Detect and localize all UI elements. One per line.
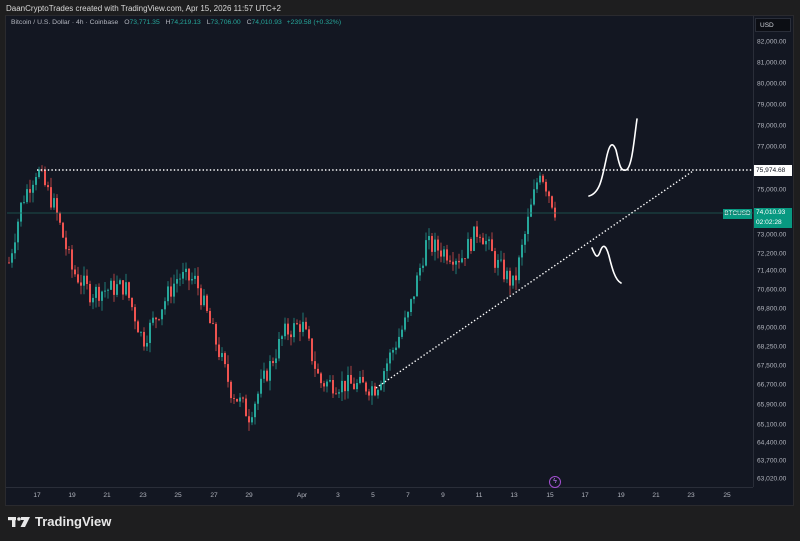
price-label: 75,000.00 xyxy=(757,186,787,194)
price-label: 64,400.00 xyxy=(757,439,787,447)
time-label: 21 xyxy=(103,492,111,499)
currency-button[interactable]: USD xyxy=(755,18,791,32)
price-label: 68,250.00 xyxy=(757,343,787,351)
price-label: 71,400.00 xyxy=(757,267,787,275)
close-value: 74,010.93 xyxy=(251,19,282,26)
time-label: 27 xyxy=(210,492,218,499)
price-label: 72,200.00 xyxy=(757,250,787,258)
current-price-tag: 74,010.93 02:02:28 xyxy=(754,208,792,228)
trendline xyxy=(375,170,694,389)
tradingview-logo-icon xyxy=(8,516,30,527)
chart-frame xyxy=(5,15,794,506)
price-label: 65,100.00 xyxy=(757,421,787,429)
time-label: 13 xyxy=(510,492,518,499)
time-label: 25 xyxy=(723,492,731,499)
price-label: 63,020.00 xyxy=(757,475,787,483)
resistance-price-tag: 75,974.68 xyxy=(754,165,792,176)
bar-countdown: 02:02:28 xyxy=(756,218,782,226)
price-axis[interactable] xyxy=(753,16,793,487)
price-label: 77,000.00 xyxy=(757,143,787,151)
low-value: 73,706.00 xyxy=(210,19,241,26)
price-label: 69,800.00 xyxy=(757,305,787,313)
change-value: +239.58 (+0.32%) xyxy=(286,19,342,26)
price-label: 70,600.00 xyxy=(757,286,787,294)
bearish-scenario-drawing xyxy=(591,245,622,284)
price-label: 73,000.00 xyxy=(757,231,787,239)
price-label: 65,900.00 xyxy=(757,401,787,409)
open-value: 73,771.35 xyxy=(129,19,160,26)
brand-name: TradingView xyxy=(35,514,112,529)
price-label: 80,000.00 xyxy=(757,80,787,88)
time-label: 19 xyxy=(617,492,625,499)
price-label: 67,500.00 xyxy=(757,362,787,370)
price-label: 78,000.00 xyxy=(757,122,787,130)
symbol-tag: BTCUSD xyxy=(723,209,752,219)
price-label: 63,700.00 xyxy=(757,457,787,465)
time-label: 11 xyxy=(475,492,483,499)
time-label: 21 xyxy=(652,492,660,499)
chart-credit: DaanCryptoTrades created with TradingVie… xyxy=(6,4,281,13)
time-label: 17 xyxy=(581,492,589,499)
time-label: 9 xyxy=(441,492,445,499)
time-label: 25 xyxy=(174,492,182,499)
price-label: 66,700.00 xyxy=(757,381,787,389)
time-label: 23 xyxy=(687,492,695,499)
time-label: 15 xyxy=(546,492,554,499)
event-marker-icon[interactable]: ϟ xyxy=(549,476,561,488)
symbol-legend: Bitcoin / U.S. Dollar · 4h · Coinbase O7… xyxy=(11,19,342,26)
time-label: 17 xyxy=(33,492,41,499)
time-label: 29 xyxy=(245,492,253,499)
time-label: 19 xyxy=(68,492,76,499)
time-label: Apr xyxy=(296,492,308,499)
high-value: 74,219.13 xyxy=(170,19,201,26)
price-label: 69,000.00 xyxy=(757,324,787,332)
tradingview-logo: TradingView xyxy=(8,514,111,529)
time-label: 5 xyxy=(371,492,375,499)
price-label: 79,000.00 xyxy=(757,101,787,109)
time-label: 3 xyxy=(336,492,340,499)
time-label: 7 xyxy=(406,492,410,499)
time-axis[interactable] xyxy=(6,487,753,505)
price-label: 81,000.00 xyxy=(757,59,787,67)
bullish-scenario-drawing xyxy=(588,118,638,197)
time-label: 23 xyxy=(139,492,147,499)
price-label: 82,000.00 xyxy=(757,38,787,46)
symbol-title: Bitcoin / U.S. Dollar · 4h · Coinbase xyxy=(11,19,119,26)
